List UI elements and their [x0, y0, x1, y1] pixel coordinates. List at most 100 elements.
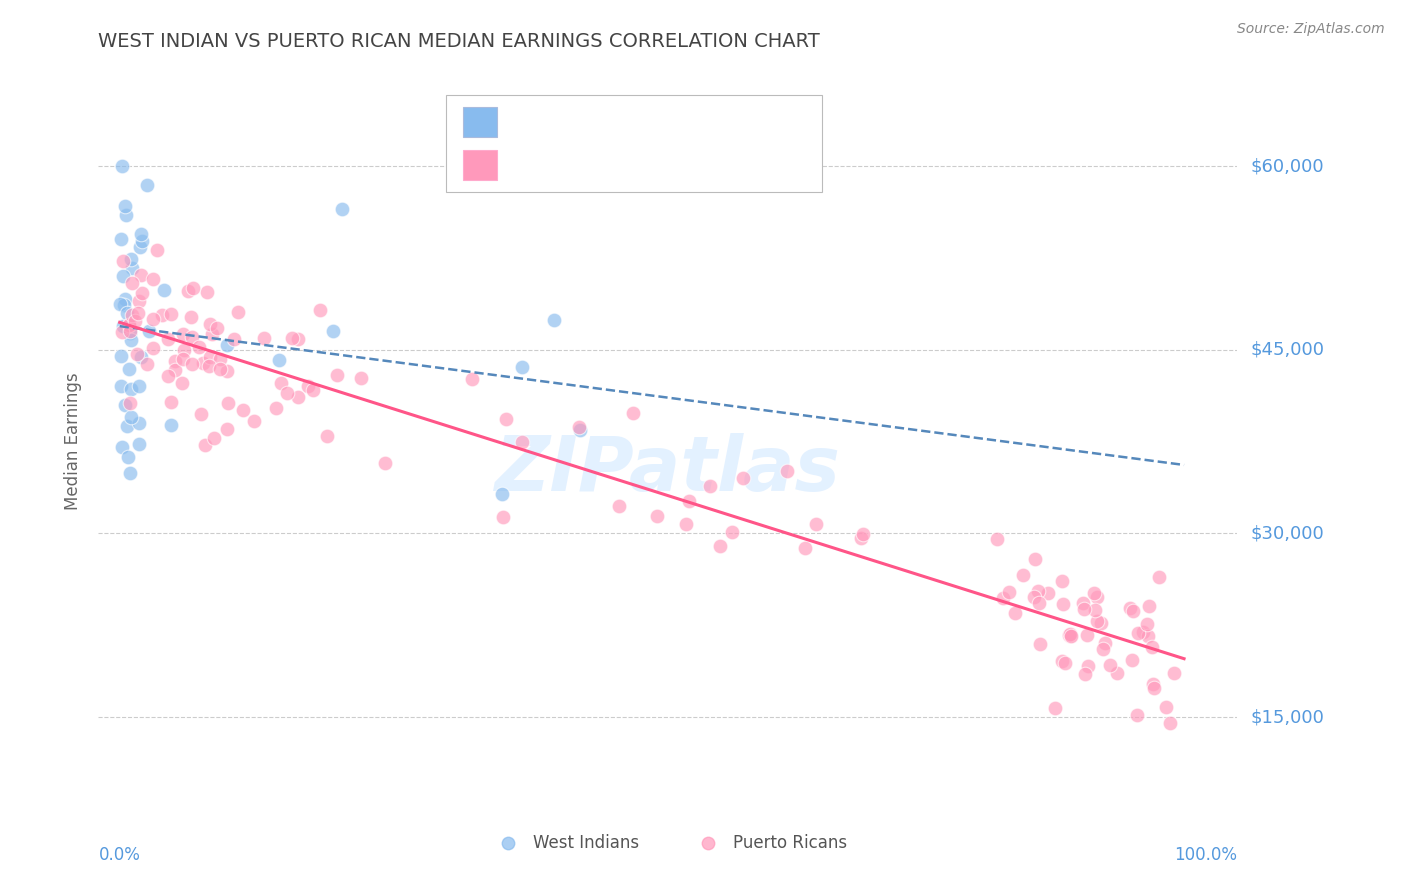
Point [163, 363, 186, 377]
Point [194, 438, 217, 452]
Point [128, 416, 150, 430]
Point [198, 359, 221, 374]
Point [160, 394, 183, 409]
Point [193, 356, 215, 370]
Point [117, 318, 139, 332]
Point [1136, 616, 1159, 631]
Point [118, 324, 141, 338]
Point [115, 419, 138, 434]
Text: N =: N = [645, 156, 696, 174]
Point [111, 325, 134, 339]
Point [1074, 667, 1097, 681]
Point [461, 372, 484, 386]
Point [1142, 677, 1164, 691]
Point [121, 308, 143, 322]
Point [276, 385, 298, 400]
Text: $60,000: $60,000 [1251, 157, 1324, 175]
Point [125, 347, 148, 361]
Bar [463, 107, 498, 136]
Point [721, 525, 744, 540]
Point [112, 319, 135, 334]
Point [678, 493, 700, 508]
Point [118, 466, 141, 480]
Point [110, 232, 132, 246]
Point [181, 281, 204, 295]
Point [330, 202, 353, 216]
Point [226, 305, 249, 319]
Point [1154, 700, 1177, 714]
Point [177, 284, 200, 298]
Text: -0.812: -0.812 [569, 156, 633, 174]
Point [209, 362, 232, 376]
Text: 0.0%: 0.0% [98, 847, 141, 864]
Point [142, 272, 165, 286]
Point [111, 253, 134, 268]
Point [159, 307, 181, 321]
Point [114, 292, 136, 306]
Point [991, 591, 1014, 605]
Point [128, 378, 150, 392]
Point [208, 351, 231, 366]
Point [776, 465, 799, 479]
Text: N =: N = [645, 113, 696, 131]
Point [127, 305, 149, 319]
Point [851, 527, 873, 541]
Point [510, 435, 533, 450]
Text: West Indians: West Indians [533, 833, 640, 852]
Point [170, 376, 193, 391]
Point [287, 333, 309, 347]
Point [675, 516, 697, 531]
Point [135, 178, 157, 192]
Point [794, 541, 817, 556]
Point [180, 329, 202, 343]
Point [157, 332, 180, 346]
Point [232, 402, 254, 417]
Point [111, 440, 134, 454]
Point [172, 352, 194, 367]
Text: -0.317: -0.317 [569, 113, 633, 131]
Point [645, 508, 668, 523]
Point [1159, 715, 1181, 730]
Point [1105, 665, 1128, 680]
Point [215, 364, 238, 378]
Point [1059, 627, 1081, 641]
Point [207, 321, 229, 335]
Point [120, 326, 142, 340]
Point [138, 325, 160, 339]
Point [111, 159, 134, 173]
Point [1012, 568, 1035, 582]
Text: $15,000: $15,000 [1251, 708, 1324, 726]
Point [172, 326, 194, 341]
Point [150, 308, 173, 322]
Point [315, 429, 337, 443]
Point [129, 350, 152, 364]
Point [1073, 596, 1095, 610]
Point [118, 362, 141, 376]
Point [491, 487, 513, 501]
Point [374, 456, 396, 470]
Point [1137, 629, 1160, 643]
Point [198, 318, 221, 332]
Point [1050, 574, 1073, 589]
Point [136, 357, 159, 371]
Point [128, 293, 150, 308]
Point [1126, 707, 1149, 722]
Point [1057, 628, 1080, 642]
Bar [463, 151, 498, 179]
Point [986, 532, 1008, 546]
Point [115, 207, 138, 221]
Point [180, 310, 202, 324]
Point [510, 359, 533, 374]
Point [1059, 629, 1081, 643]
Point [1060, 628, 1083, 642]
Point [165, 354, 187, 368]
Point [117, 318, 139, 333]
Point [222, 332, 245, 346]
Point [495, 412, 517, 426]
Point [173, 343, 195, 357]
Text: $30,000: $30,000 [1251, 524, 1324, 542]
Point [217, 422, 239, 436]
Point [1099, 657, 1122, 672]
Point [131, 234, 153, 248]
Point [1052, 597, 1074, 611]
